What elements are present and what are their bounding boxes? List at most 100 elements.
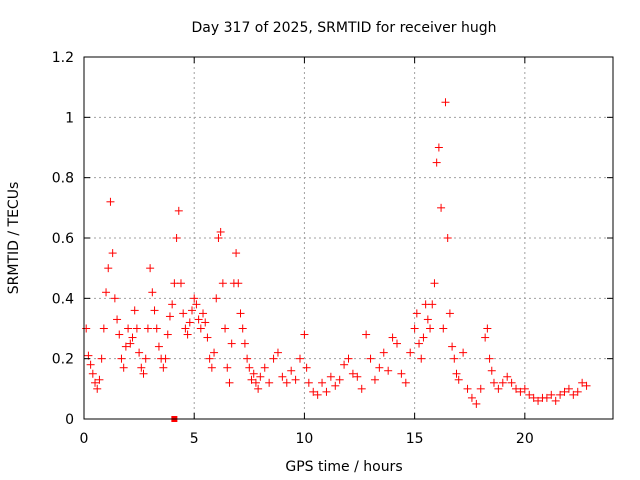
data-point <box>240 339 249 348</box>
data-point <box>406 348 415 357</box>
data-point <box>212 294 221 303</box>
data-point <box>388 333 397 342</box>
data-point <box>472 399 481 408</box>
data-point <box>397 369 406 378</box>
data-point <box>392 339 401 348</box>
data-point <box>146 264 155 273</box>
data-point <box>218 279 227 288</box>
data-point <box>86 360 95 369</box>
data-point <box>304 378 313 387</box>
y-tick-label: 1.2 <box>52 50 74 66</box>
data-point <box>115 330 124 339</box>
data-point <box>534 396 543 405</box>
data-point <box>232 249 241 258</box>
data-point <box>269 354 278 363</box>
data-point <box>344 354 353 363</box>
x-tick-label: 10 <box>296 431 314 447</box>
data-point <box>194 315 203 324</box>
data-point <box>199 309 208 318</box>
data-point <box>88 369 97 378</box>
data-point <box>430 279 439 288</box>
data-point <box>423 315 432 324</box>
data-point <box>152 324 161 333</box>
data-point <box>174 206 183 215</box>
data-point <box>227 339 236 348</box>
y-tick-label: 1 <box>65 110 74 126</box>
data-point <box>326 372 335 381</box>
data-point <box>143 324 152 333</box>
data-point <box>234 279 243 288</box>
data-point <box>370 375 379 384</box>
data-point <box>516 387 525 396</box>
data-point <box>291 375 300 384</box>
data-point <box>551 396 560 405</box>
data-point <box>401 378 410 387</box>
data-point <box>428 300 437 309</box>
data-point <box>494 384 503 393</box>
data-point <box>335 375 344 384</box>
data-point <box>124 324 133 333</box>
data-point <box>445 309 454 318</box>
data-point <box>249 369 258 378</box>
data-point <box>121 342 130 351</box>
data-point <box>181 324 190 333</box>
data-point <box>452 369 461 378</box>
data-point <box>525 390 534 399</box>
data-point <box>489 378 498 387</box>
data-point <box>154 342 163 351</box>
data-point <box>216 227 225 236</box>
data-point <box>183 330 192 339</box>
data-point <box>132 324 141 333</box>
data-point <box>318 378 327 387</box>
data-point <box>348 369 357 378</box>
data-point <box>113 315 122 324</box>
data-point <box>300 330 309 339</box>
data-point <box>481 333 490 342</box>
data-point <box>434 143 443 152</box>
data-point <box>313 390 322 399</box>
data-point <box>165 312 174 321</box>
data-point <box>340 360 349 369</box>
data-point <box>110 294 119 303</box>
data-point <box>141 354 150 363</box>
data-point <box>322 387 331 396</box>
data-point <box>108 249 117 258</box>
data-point <box>247 375 256 384</box>
y-tick-label: 0.4 <box>52 291 74 307</box>
grid <box>84 57 613 419</box>
data-point <box>260 363 269 372</box>
data-point <box>102 288 111 297</box>
data-point <box>201 318 210 327</box>
data-point <box>432 158 441 167</box>
data-point <box>441 98 450 107</box>
data-point <box>128 333 137 342</box>
data-point <box>578 378 587 387</box>
y-tick-label: 0.6 <box>52 231 74 247</box>
data-point <box>426 324 435 333</box>
x-tick-label: 5 <box>190 431 199 447</box>
data-point <box>542 393 551 402</box>
data-point <box>210 348 219 357</box>
data-point <box>139 369 148 378</box>
data-point <box>176 279 185 288</box>
data-point <box>135 348 144 357</box>
data-point <box>251 378 260 387</box>
data-point <box>582 381 591 390</box>
data-point <box>245 363 254 372</box>
data-point <box>254 384 263 393</box>
data-point <box>476 384 485 393</box>
data-point <box>93 384 102 393</box>
data-point <box>161 354 170 363</box>
data-point <box>168 300 177 309</box>
data-point <box>236 309 245 318</box>
data-point <box>366 354 375 363</box>
data-point <box>106 197 115 206</box>
data-point <box>104 264 113 273</box>
data-point <box>99 324 108 333</box>
data-point <box>119 363 128 372</box>
data-point <box>172 234 181 242</box>
data-point <box>126 339 135 348</box>
data-point <box>362 330 371 339</box>
data-point <box>243 354 252 363</box>
data-point <box>483 324 492 333</box>
